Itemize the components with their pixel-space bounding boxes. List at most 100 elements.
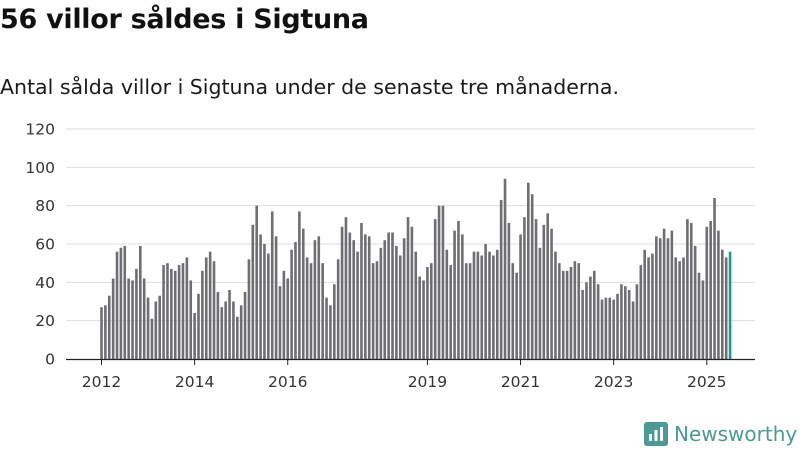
bar-latest: [728, 251, 732, 359]
bar: [515, 272, 518, 359]
bar: [530, 194, 534, 359]
bar: [503, 178, 507, 359]
bar: [127, 278, 130, 359]
bar: [495, 249, 499, 359]
bar: [461, 234, 464, 359]
bar: [356, 251, 359, 359]
bar: [717, 230, 720, 359]
bar: [689, 222, 693, 359]
bar: [247, 259, 251, 359]
bar: [592, 270, 596, 359]
bar: [418, 276, 421, 359]
bar: [507, 222, 511, 359]
bar: [255, 205, 258, 359]
bar: [430, 263, 433, 359]
bar: [616, 293, 619, 359]
bar: [263, 244, 266, 359]
y-tick-label: 40: [35, 274, 55, 292]
bar: [383, 240, 387, 359]
bar: [678, 261, 681, 359]
bar: [697, 272, 701, 359]
bar: [146, 297, 150, 359]
bar: [170, 268, 173, 359]
bar: [464, 263, 468, 359]
bar: [228, 290, 231, 359]
bar: [542, 224, 546, 359]
bar: [177, 265, 181, 359]
bar: [301, 228, 305, 359]
bar: [305, 257, 309, 359]
bar: [344, 217, 348, 359]
bar: [519, 234, 522, 359]
bar: [585, 282, 588, 359]
bar: [414, 251, 418, 359]
bar: [406, 217, 410, 359]
bar: [294, 242, 297, 359]
bar: [433, 219, 437, 359]
bar: [395, 245, 398, 359]
bar: [201, 270, 204, 359]
bar: [270, 211, 274, 359]
bar: [100, 307, 103, 359]
bar: [658, 238, 662, 359]
bar: [154, 301, 158, 359]
bar: [173, 270, 177, 359]
bar: [131, 280, 134, 359]
bar: [484, 244, 487, 359]
annotation-layer: 56: [740, 0, 759, 4]
bar: [693, 245, 697, 359]
bar: [573, 261, 577, 359]
bar: [251, 224, 255, 359]
bar: [158, 295, 161, 359]
bar: [701, 280, 705, 359]
bar: [123, 245, 127, 359]
bar: [441, 205, 445, 359]
y-tick-label: 0: [45, 351, 55, 369]
bar: [204, 257, 208, 359]
bar: [655, 236, 658, 359]
bar: [635, 284, 639, 359]
bar: [290, 249, 293, 359]
bar: [321, 263, 324, 359]
bar: [232, 301, 235, 359]
bar: [721, 249, 724, 359]
bar: [220, 307, 224, 359]
bar: [364, 234, 367, 359]
bar: [561, 270, 565, 359]
bar: [527, 182, 530, 359]
bar: [107, 295, 111, 359]
bar: [534, 219, 538, 359]
bar: [402, 238, 406, 359]
bar: [453, 230, 456, 359]
bar: [686, 219, 689, 359]
bar: [150, 318, 154, 359]
bar: [104, 305, 107, 359]
bar-chart: 0 20 40 60 80 100 120 2012 2014 2016 2019 2021 2023…: [25, 0, 759, 391]
bar: [620, 284, 623, 359]
bar: [267, 253, 270, 359]
bar: [216, 291, 220, 359]
bar: [457, 221, 460, 359]
y-tick-label: 20: [35, 312, 55, 330]
bar: [119, 247, 123, 359]
bar: [666, 238, 670, 359]
bar: [224, 301, 227, 359]
bar: [604, 297, 608, 359]
bar: [193, 313, 196, 359]
y-tick-label: 120: [25, 121, 55, 139]
bar: [313, 240, 317, 359]
grid-layer: [66, 128, 755, 322]
bar: [162, 265, 165, 359]
bar: [624, 286, 627, 359]
bar: [492, 255, 495, 359]
y-tick-label: 100: [25, 159, 55, 177]
bar: [662, 228, 666, 359]
bar: [724, 257, 728, 359]
bar: [410, 226, 414, 359]
bar: [651, 253, 654, 359]
bar: [282, 270, 286, 359]
bar: [348, 232, 352, 359]
bar: [367, 236, 371, 359]
bar: [550, 228, 553, 359]
bar: [647, 257, 650, 359]
